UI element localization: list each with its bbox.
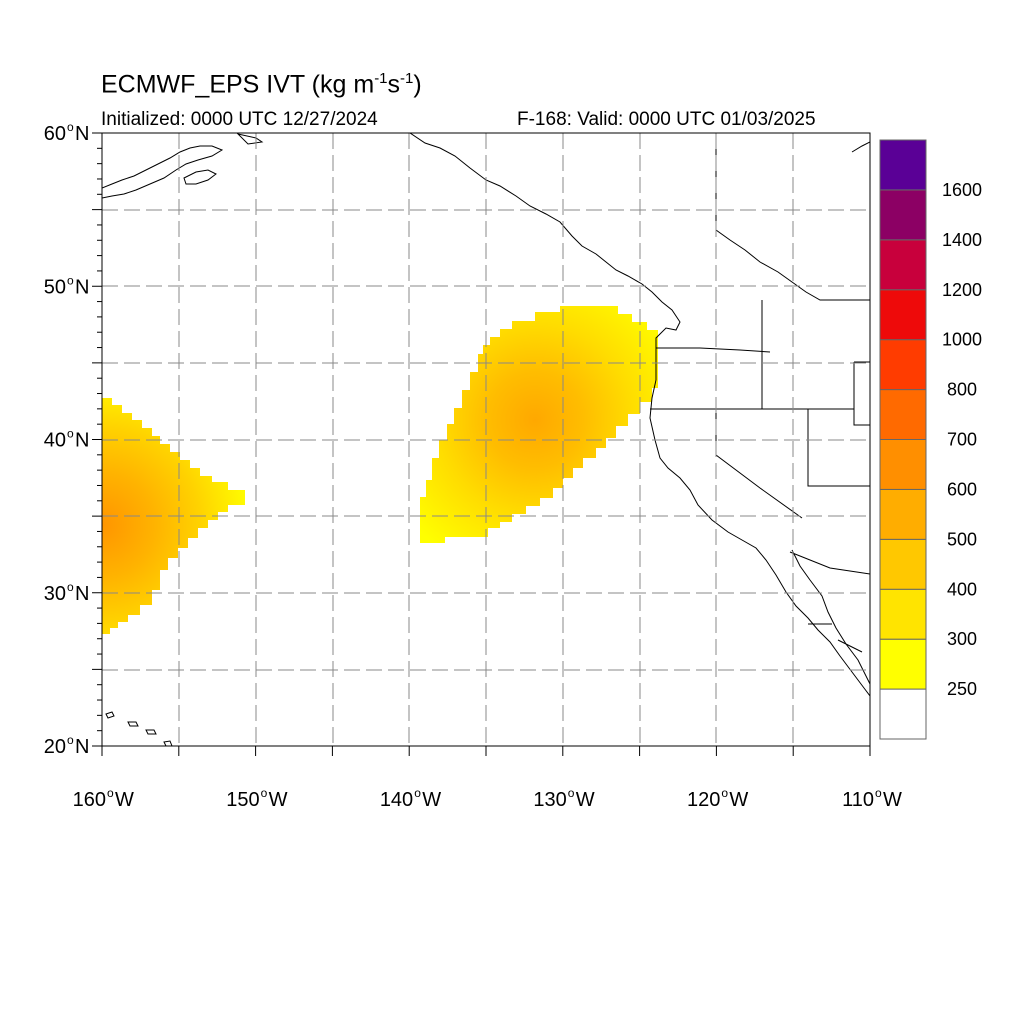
colorbar-box [879, 488, 927, 540]
northeast-coast [851, 141, 870, 153]
degree-symbol: o [67, 273, 74, 287]
lon-label: 130 [533, 789, 566, 811]
chart-title: ECMWF_EPS IVT (kg m-1s-1) [101, 70, 422, 99]
gridlines [102, 133, 870, 746]
hemisphere-label: W [883, 789, 902, 811]
degree-symbol: o [67, 580, 74, 594]
interior-border-b [807, 409, 870, 487]
degree-symbol: o [568, 786, 575, 800]
lat-label: 40 [44, 430, 66, 452]
hemisphere-label: W [115, 789, 134, 811]
ivt-feature-northeast-pacific [420, 306, 658, 543]
canada-us-border [715, 133, 870, 301]
degree-symbol: o [107, 786, 114, 800]
colorbar-box [879, 289, 927, 341]
hemisphere-label: W [729, 789, 748, 811]
colorbar-box [879, 638, 927, 690]
baja-coast [791, 549, 870, 685]
colorbar-box [879, 538, 927, 590]
colorbar-label: 1600 [942, 180, 982, 200]
lat-label: 60 [44, 123, 66, 145]
colorbar-label: 250 [947, 679, 977, 699]
axis-ticks [92, 132, 871, 756]
west-coast-outline [409, 133, 870, 697]
hemisphere-label: N [75, 736, 89, 758]
lon-label: 140 [380, 789, 413, 811]
us-mexico-border [789, 551, 870, 575]
colorbar: 250 300 400 500 600 700 800 1000 1200 1400 1600 [879, 139, 982, 740]
alaska-coast [102, 145, 224, 199]
lat-label: 20 [44, 736, 66, 758]
colorbar-label: 600 [947, 479, 977, 499]
gulf-of-ca-border [808, 623, 863, 653]
colorbar-box [879, 688, 927, 740]
colorbar-label: 800 [947, 380, 977, 400]
latitude-labels: 60 o N50 o N40 o N30 o N20 o N [44, 120, 90, 758]
hemisphere-label: W [269, 789, 288, 811]
hemisphere-label: N [75, 123, 89, 145]
colorbar-box [879, 139, 927, 191]
valid-time-label: F-168: Valid: 0000 UTC 01/03/2025 [517, 109, 816, 130]
init-time-label: Initialized: 0000 UTC 12/27/2024 [101, 109, 378, 130]
degree-symbol: o [414, 786, 421, 800]
colorbar-label: 1000 [942, 330, 982, 350]
hemisphere-label: W [422, 789, 441, 811]
colorbar-box [879, 389, 927, 441]
colorbar-box [879, 189, 927, 241]
hemisphere-label: N [75, 430, 89, 452]
colorbar-label: 500 [947, 529, 977, 549]
degree-symbol: o [721, 786, 728, 800]
colorbar-label: 1200 [942, 280, 982, 300]
degree-symbol: o [67, 427, 74, 441]
degree-symbol: o [67, 120, 74, 134]
colorbar-box [879, 588, 927, 640]
hemisphere-label: N [75, 583, 89, 605]
hemisphere-label: N [75, 276, 89, 298]
lon-label: 120 [687, 789, 720, 811]
colorbar-label: 700 [947, 430, 977, 450]
lat-label: 50 [44, 276, 66, 298]
degree-symbol: o [67, 733, 74, 747]
lon-label: 150 [226, 789, 259, 811]
lat-label: 30 [44, 583, 66, 605]
lon-label: 110 [842, 789, 874, 811]
colorbar-box [879, 439, 927, 490]
hemisphere-label: W [576, 789, 595, 811]
colorbar-box [879, 339, 927, 391]
lon-label: 160 [73, 789, 106, 811]
colorbar-label: 1400 [942, 230, 982, 250]
borders [650, 133, 870, 653]
degree-symbol: o [875, 786, 882, 800]
degree-symbol: o [261, 786, 268, 800]
longitude-labels: 160 o W 150 o W 140 o W 130 o W 120 o W 110 o W [73, 786, 902, 811]
alaska-islands [183, 133, 264, 185]
colorbar-label: 300 [947, 629, 977, 649]
interior-border-c [853, 361, 870, 426]
ivt-shading [102, 306, 658, 634]
colorbar-label: 400 [947, 579, 977, 599]
hawaii-islands [105, 711, 173, 746]
colorbar-box [879, 239, 927, 291]
coastlines [102, 133, 870, 746]
wa-or-border [656, 347, 771, 353]
ca-nv-border [715, 409, 803, 519]
